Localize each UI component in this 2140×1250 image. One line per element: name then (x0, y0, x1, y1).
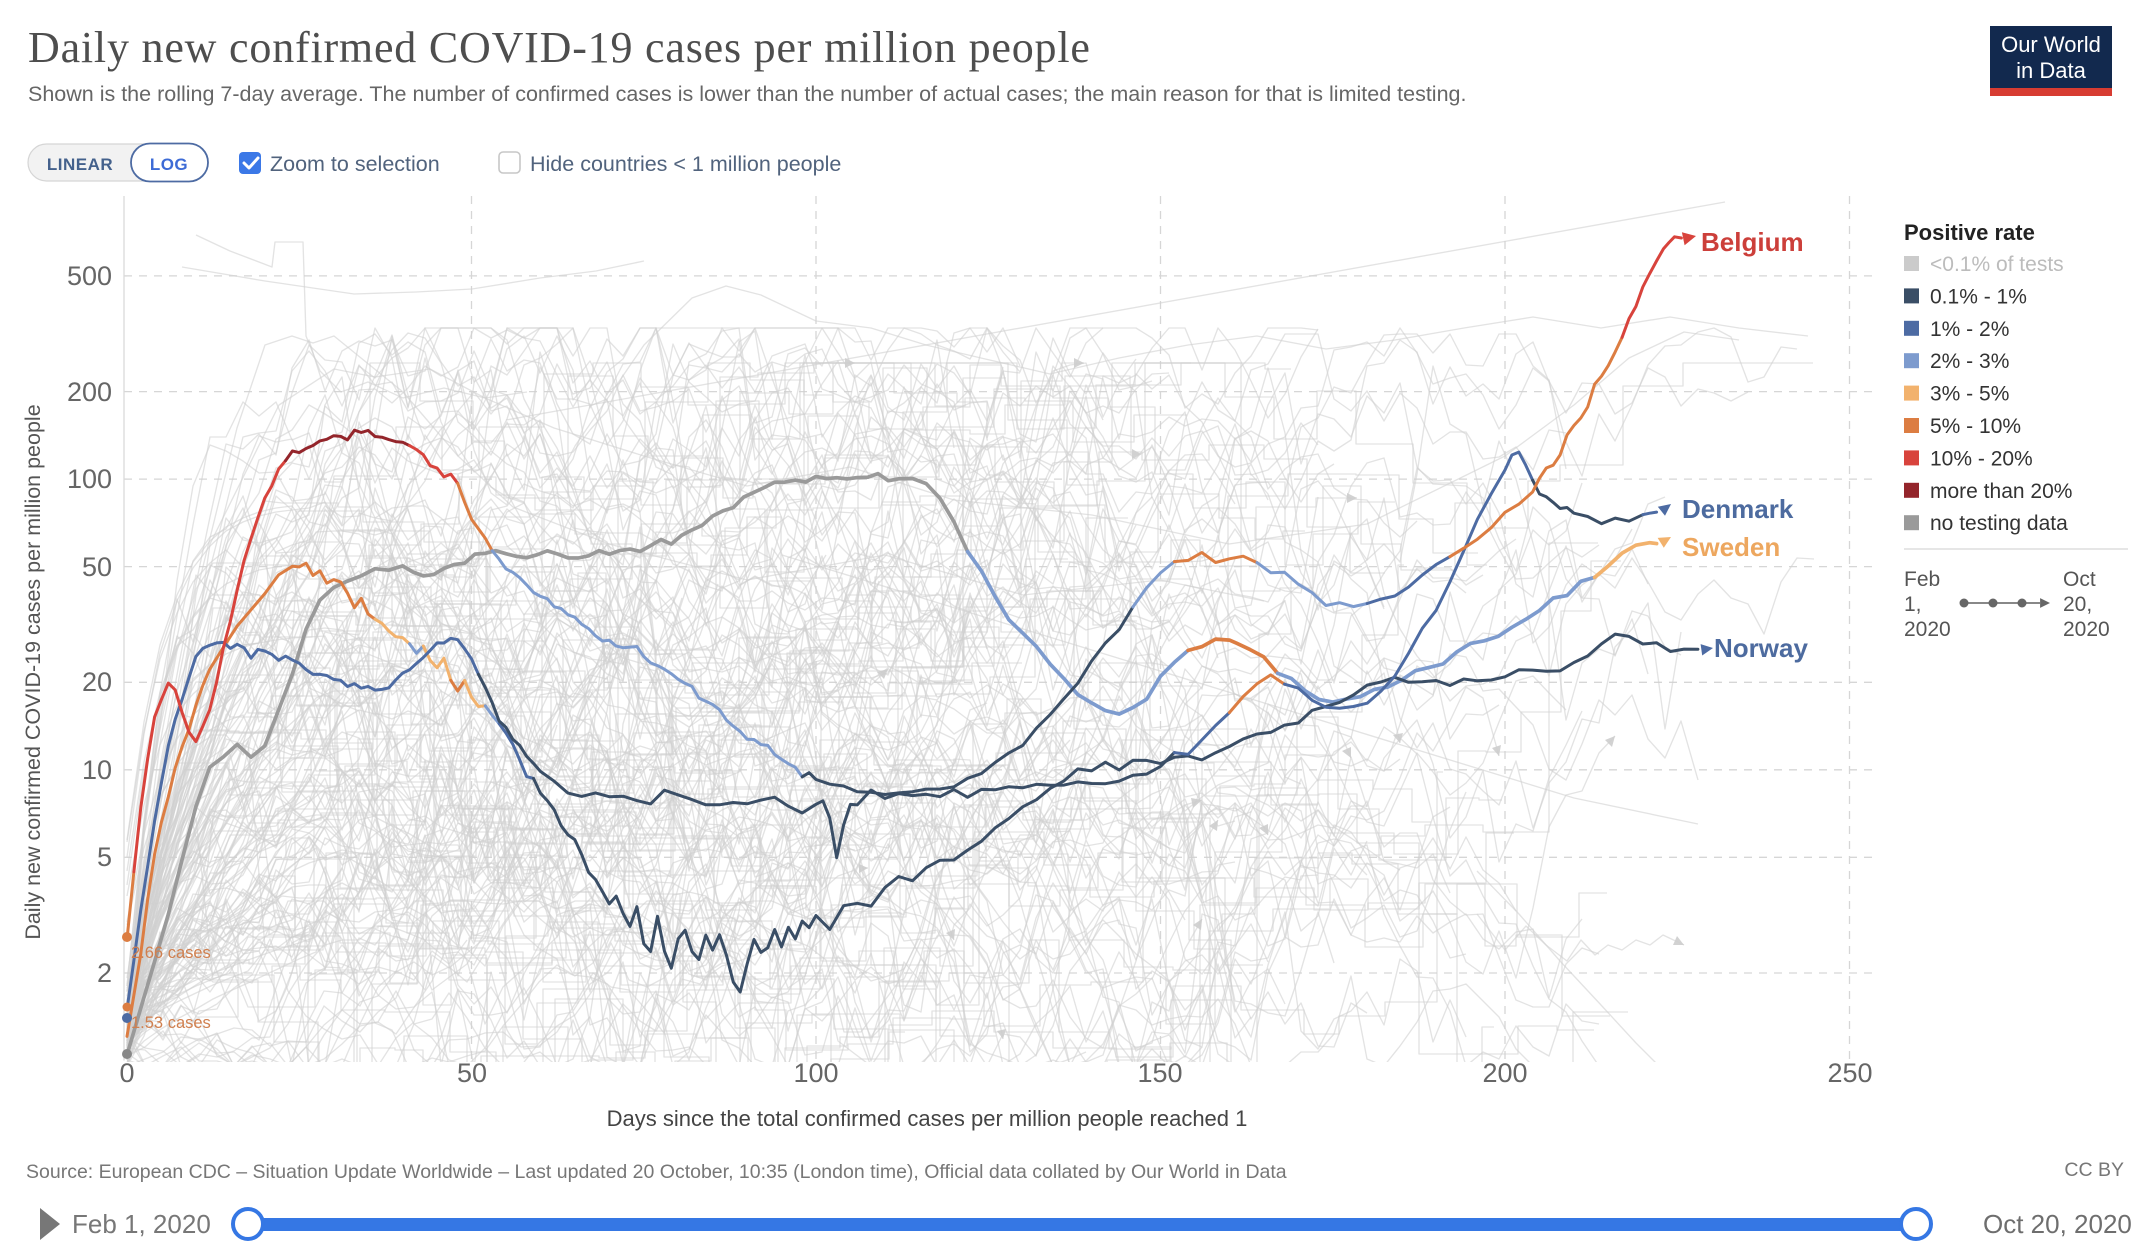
svg-text:1.53 cases: 1.53 cases (131, 1014, 211, 1032)
svg-text:Our World: Our World (2001, 32, 2101, 57)
svg-text:Zoom to selection: Zoom to selection (270, 152, 440, 176)
svg-text:Shown is the rolling 7-day ave: Shown is the rolling 7-day average. The … (28, 82, 1466, 106)
svg-text:2: 2 (97, 958, 112, 988)
svg-text:10% - 20%: 10% - 20% (1930, 447, 2033, 470)
svg-text:Daily new confirmed COVID-19 c: Daily new confirmed COVID-19 cases per m… (21, 404, 45, 939)
svg-text:100: 100 (793, 1058, 838, 1088)
svg-text:50: 50 (82, 552, 112, 582)
svg-text:1% - 2%: 1% - 2% (1930, 318, 2009, 341)
svg-text:0: 0 (119, 1058, 134, 1088)
svg-text:Norway: Norway (1714, 633, 1808, 663)
svg-text:Positive rate: Positive rate (1904, 220, 2035, 245)
svg-text:2% - 3%: 2% - 3% (1930, 350, 2009, 373)
svg-text:<0.1% of tests: <0.1% of tests (1930, 253, 2064, 276)
svg-text:Feb 1, 2020: Feb 1, 2020 (72, 1209, 211, 1239)
svg-text:2020: 2020 (2063, 618, 2110, 641)
svg-text:3% - 5%: 3% - 5% (1930, 383, 2009, 406)
svg-text:500: 500 (67, 261, 112, 291)
svg-text:Sweden: Sweden (1682, 532, 1780, 562)
svg-text:2.66 cases: 2.66 cases (131, 944, 211, 962)
svg-text:Denmark: Denmark (1682, 494, 1794, 524)
svg-text:Daily new confirmed COVID-19 c: Daily new confirmed COVID-19 cases per m… (28, 23, 1091, 72)
svg-text:10: 10 (82, 755, 112, 785)
svg-text:in Data: in Data (2016, 58, 2086, 83)
svg-text:50: 50 (457, 1058, 487, 1088)
svg-text:LOG: LOG (150, 155, 188, 174)
svg-text:2020: 2020 (1904, 618, 1951, 641)
svg-text:more than 20%: more than 20% (1930, 480, 2072, 503)
svg-text:5% - 10%: 5% - 10% (1930, 415, 2021, 438)
svg-text:Feb: Feb (1904, 568, 1940, 591)
svg-text:250: 250 (1827, 1058, 1872, 1088)
svg-text:200: 200 (1482, 1058, 1527, 1088)
svg-text:100: 100 (67, 464, 112, 494)
svg-text:20,: 20, (2063, 593, 2092, 616)
svg-text:Oct 20, 2020: Oct 20, 2020 (1983, 1209, 2132, 1239)
svg-text:1,: 1, (1904, 593, 1922, 616)
svg-text:Hide countries < 1 million peo: Hide countries < 1 million people (530, 152, 841, 176)
svg-text:no testing data: no testing data (1930, 512, 2068, 535)
svg-text:LINEAR: LINEAR (47, 155, 113, 174)
svg-text:20: 20 (82, 667, 112, 697)
svg-text:200: 200 (67, 377, 112, 407)
svg-text:Days since the total confirmed: Days since the total confirmed cases per… (607, 1106, 1248, 1131)
svg-text:CC BY: CC BY (2064, 1159, 2124, 1181)
svg-text:5: 5 (97, 842, 112, 872)
svg-text:0.1% - 1%: 0.1% - 1% (1930, 285, 2027, 308)
svg-text:Oct: Oct (2063, 568, 2096, 591)
svg-text:Belgium: Belgium (1701, 227, 1804, 257)
svg-text:Source: European CDC – Situati: Source: European CDC – Situation Update … (26, 1161, 1287, 1183)
svg-text:150: 150 (1137, 1058, 1182, 1088)
